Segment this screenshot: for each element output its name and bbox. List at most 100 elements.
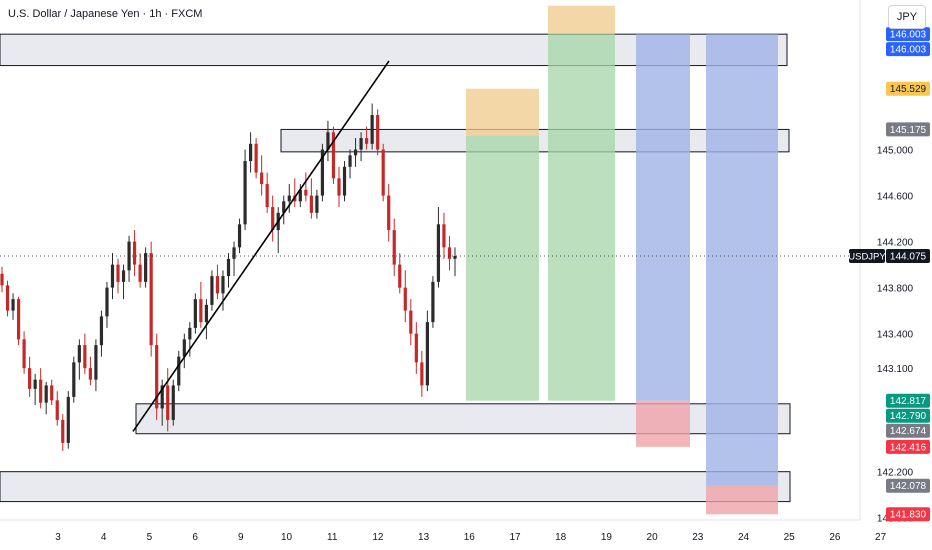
tag-142790: 142.790 bbox=[890, 411, 927, 422]
candle-body bbox=[342, 166, 347, 196]
candle-body bbox=[265, 184, 269, 208]
candle-body bbox=[204, 304, 209, 323]
currency-button[interactable]: JPY bbox=[888, 5, 926, 29]
candle-body bbox=[431, 281, 435, 323]
candle-body bbox=[453, 255, 457, 259]
short-position-2-stop-area bbox=[706, 485, 778, 515]
tag-145175-bg bbox=[886, 122, 930, 137]
candle-body bbox=[254, 143, 258, 173]
candle-body bbox=[28, 368, 32, 389]
candle-body bbox=[243, 161, 247, 225]
candle-body bbox=[127, 241, 131, 271]
candle-body bbox=[237, 224, 242, 248]
x-tick-label: 20 bbox=[647, 532, 659, 543]
tag-last-bg bbox=[886, 248, 930, 263]
candle-body bbox=[376, 115, 380, 150]
y-tick-label: 143.400 bbox=[877, 330, 914, 341]
candle-body bbox=[155, 345, 159, 409]
x-tick-label: 26 bbox=[829, 532, 841, 543]
candle-body bbox=[359, 138, 363, 150]
tag-142790-bg bbox=[886, 408, 930, 423]
x-tick-label: 19 bbox=[601, 532, 613, 543]
candle-body bbox=[365, 138, 369, 144]
tag-142416-bg bbox=[886, 439, 930, 454]
x-tick-label: 6 bbox=[192, 532, 198, 543]
x-tick-label: 12 bbox=[372, 532, 384, 543]
candle-body bbox=[304, 189, 308, 196]
y-tick-label: 143.100 bbox=[877, 364, 914, 375]
candle-body bbox=[166, 385, 170, 420]
candle-body bbox=[66, 396, 70, 443]
candle-body bbox=[403, 287, 407, 311]
candle-body bbox=[55, 400, 59, 420]
candle-body bbox=[320, 149, 325, 196]
tag-142078-bg bbox=[886, 478, 930, 493]
tag-145529-bg bbox=[886, 81, 930, 96]
candle-body bbox=[398, 264, 402, 288]
candle-body bbox=[442, 224, 446, 248]
candle-body bbox=[105, 287, 109, 317]
tag-last: 144.075 bbox=[890, 251, 927, 262]
candle-body bbox=[271, 207, 275, 231]
candle-body bbox=[210, 276, 214, 305]
candle-body bbox=[138, 264, 142, 282]
x-tick-label: 11 bbox=[327, 532, 338, 543]
candle-body bbox=[193, 299, 197, 328]
tag-142078: 142.078 bbox=[890, 481, 927, 492]
candle-body bbox=[287, 195, 291, 202]
candle-body bbox=[226, 258, 231, 277]
candle-body bbox=[326, 132, 330, 150]
candle-body bbox=[39, 379, 43, 403]
candle-body bbox=[160, 385, 164, 409]
candle-body bbox=[409, 310, 413, 334]
short-position-2-target-area bbox=[706, 34, 778, 486]
long-position-2-target-area bbox=[548, 34, 615, 401]
candle-body bbox=[121, 270, 126, 282]
candle-body bbox=[149, 253, 153, 346]
x-tick-label: 4 bbox=[101, 532, 107, 543]
tag-142674: 142.674 bbox=[890, 426, 927, 437]
candle-body bbox=[16, 299, 21, 340]
x-tick-label: 3 bbox=[55, 532, 61, 543]
zone-low bbox=[135, 403, 791, 435]
candle-body bbox=[298, 189, 302, 202]
tag-146003-a: 146.003 bbox=[890, 30, 927, 41]
x-tick-label: 27 bbox=[875, 532, 887, 543]
tag-141830-bg bbox=[886, 507, 930, 522]
y-tick-label: 142.200 bbox=[877, 468, 914, 479]
candle-body bbox=[232, 247, 236, 259]
y-tick-label: 143.800 bbox=[877, 284, 914, 295]
x-tick-label: 25 bbox=[784, 532, 796, 543]
candle-body bbox=[0, 273, 4, 286]
tag-142817: 142.817 bbox=[890, 396, 927, 407]
candles-layer bbox=[0, 103, 457, 451]
symbol-title: U.S. Dollar / Japanese Yen · 1h · FXCM bbox=[8, 8, 203, 20]
candle-body bbox=[188, 327, 192, 340]
x-tick-label: 5 bbox=[147, 532, 153, 543]
candle-body bbox=[77, 345, 81, 363]
tag-145175: 145.175 bbox=[890, 125, 927, 136]
candle-body bbox=[116, 264, 120, 282]
candle-body bbox=[315, 195, 319, 213]
y-tick-label: 144.200 bbox=[877, 238, 914, 249]
candle-body bbox=[144, 253, 148, 282]
drawing-layer bbox=[0, 60, 860, 432]
long-position-1-stop-area bbox=[466, 88, 539, 136]
candle-body bbox=[381, 149, 385, 196]
tag-145529: 145.529 bbox=[890, 84, 927, 95]
candle-body bbox=[392, 230, 396, 265]
tag-141830: 141.830 bbox=[890, 510, 927, 521]
candle-body bbox=[182, 339, 186, 357]
x-tick-label: 24 bbox=[738, 532, 750, 543]
candle-body bbox=[370, 115, 374, 144]
candle-body bbox=[11, 299, 15, 311]
candle-body bbox=[50, 385, 54, 401]
candle-body bbox=[447, 247, 452, 259]
candle-body bbox=[94, 345, 98, 380]
candle-body bbox=[199, 299, 203, 323]
candle-body bbox=[215, 276, 220, 294]
candle-body bbox=[309, 195, 313, 213]
candle-body bbox=[22, 339, 26, 369]
